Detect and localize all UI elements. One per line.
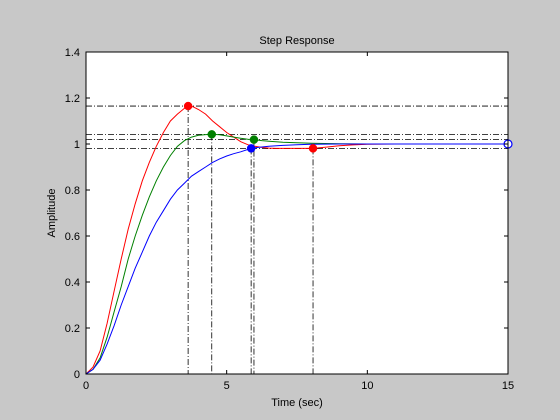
- marker-4: [308, 144, 318, 153]
- y-tick-label-4: 0.8: [65, 185, 80, 197]
- marker-1: [207, 130, 217, 139]
- x-tick-label-3: 15: [502, 380, 514, 392]
- y-tick-label-7: 1.4: [65, 47, 80, 59]
- x-tick-label-0: 0: [83, 380, 89, 392]
- y-tick-label-6: 1.2: [65, 93, 80, 105]
- y-tick-label-2: 0.4: [65, 277, 80, 289]
- chart-title: Step Response: [259, 35, 334, 47]
- y-axis-label: Amplitude: [46, 189, 58, 238]
- series-line-0: [85, 105, 508, 375]
- x-tick-label-1: 5: [224, 380, 230, 392]
- x-tick-label-2: 10: [361, 380, 373, 392]
- x-axis-label: Time (sec): [271, 397, 323, 409]
- y-tick-label-5: 1: [74, 139, 80, 151]
- plot-area: [86, 52, 508, 374]
- series-line-2: [85, 143, 508, 375]
- plot-frame: [85, 51, 509, 375]
- y-tick-label-3: 0.6: [65, 231, 80, 243]
- y-tick-label-0: 0: [74, 369, 80, 381]
- y-tick-label-1: 0.2: [65, 323, 80, 335]
- axis-ticks: 0 5 10 15 0 0.2 0.4 0.6 0.8 1 1.2 1.4: [65, 47, 514, 392]
- marker-3: [246, 144, 256, 153]
- marker-0: [183, 101, 193, 111]
- marker-2: [249, 135, 259, 144]
